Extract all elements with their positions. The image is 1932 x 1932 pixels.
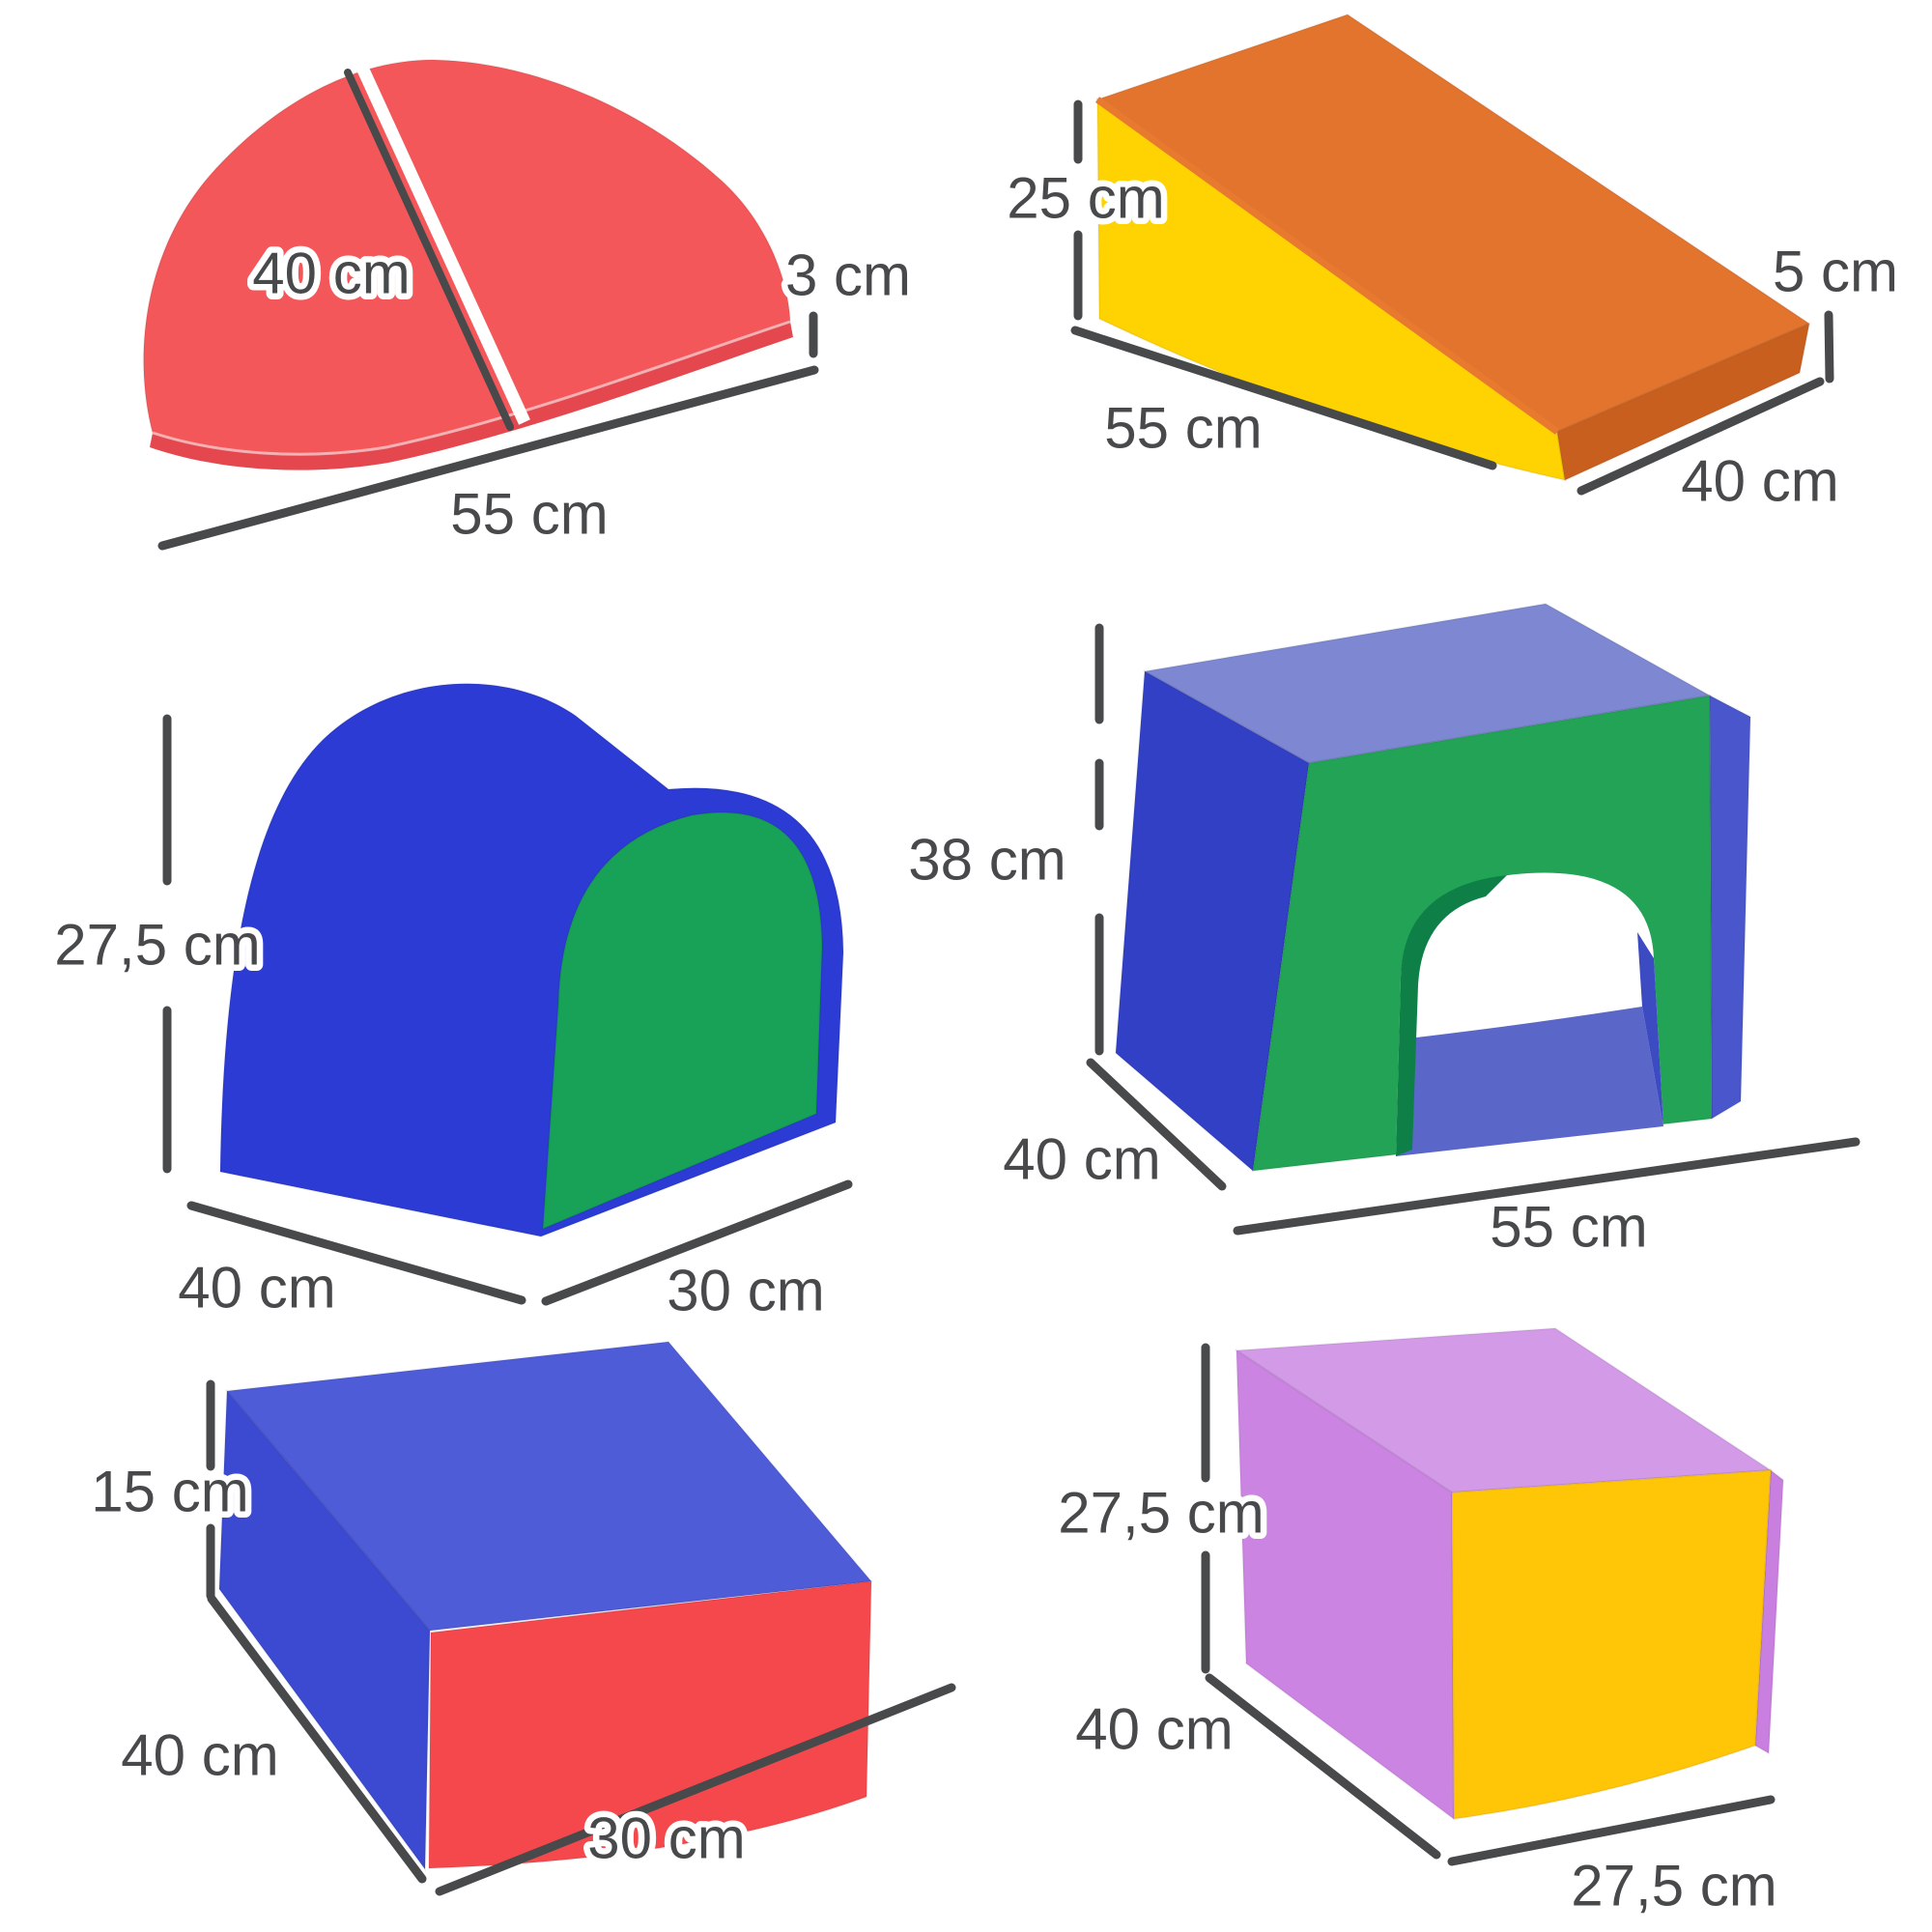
dim-line-width bbox=[1447, 1795, 1776, 1866]
dim-label-length: 55 cm bbox=[1104, 396, 1262, 461]
half-disc-face bbox=[142, 58, 792, 456]
dim-tick-edge bbox=[1824, 310, 1834, 384]
block-tunnel-cube: 38 cm 40 cm 55 cm bbox=[902, 602, 1861, 1265]
dim-line-width bbox=[541, 1179, 853, 1306]
split-line-highlight bbox=[356, 65, 530, 425]
dim-line-depth bbox=[186, 1201, 526, 1305]
dim-label-depth: 40 cm bbox=[1075, 1697, 1233, 1762]
dim-label-thickness: 3 cm bbox=[785, 243, 911, 308]
dim-line-diameter bbox=[344, 69, 514, 431]
dim-label-height: 38 cm bbox=[908, 828, 1065, 893]
tunnel-left-lip bbox=[1396, 875, 1507, 1156]
tunnel-floor bbox=[1396, 1007, 1663, 1156]
dim-label-height: 25 cm bbox=[1007, 166, 1164, 231]
step-side-face bbox=[217, 1388, 432, 1872]
dim-line-width bbox=[435, 1683, 956, 1896]
dim-line-length bbox=[1070, 326, 1497, 470]
half-disc-edge bbox=[150, 322, 793, 470]
block-incline-ramp: 25 cm 55 cm 5 cm 40 cm bbox=[1001, 13, 1905, 520]
dim-label-depth: 40 cm bbox=[178, 1256, 335, 1321]
block-half-cylinder: 27,5 cm 40 cm 30 cm bbox=[48, 682, 853, 1329]
cube-right-sliver bbox=[1708, 694, 1752, 1121]
arch-end-face bbox=[541, 811, 824, 1231]
dim-line-depth bbox=[1205, 1673, 1441, 1860]
dim-label-depth: 40 cm bbox=[1681, 449, 1838, 514]
dim-label-diameter: 40 cm bbox=[252, 242, 410, 306]
dim-label-height: 27,5 cm bbox=[1058, 1481, 1264, 1546]
block-semicircle-pad: 40 cm 3 cm 55 cm bbox=[142, 58, 918, 553]
dim-label-width: 27,5 cm bbox=[1571, 1854, 1776, 1918]
dim-line-length bbox=[207, 1594, 427, 1884]
wedge-end-face bbox=[1555, 322, 1811, 482]
dim-label-width: 55 cm bbox=[1490, 1195, 1647, 1260]
dim-label-length: 40 cm bbox=[121, 1723, 278, 1788]
dim-label-edge: 5 cm bbox=[1773, 240, 1898, 304]
half-disc-stitch-seam bbox=[152, 320, 791, 456]
dim-label-height: 27,5 cm bbox=[54, 913, 260, 978]
dim-label-depth: 40 cm bbox=[1003, 1127, 1160, 1192]
dim-label-width: 30 cm bbox=[587, 1806, 745, 1871]
dim-line-width bbox=[1233, 1137, 1861, 1236]
dim-label-height: 15 cm bbox=[91, 1460, 248, 1524]
dim-line-width bbox=[157, 365, 819, 551]
block-cube: 27,5 cm 40 cm 27,5 cm bbox=[1052, 1326, 1785, 1924]
tunnel-right-wall bbox=[1637, 932, 1663, 1126]
dim-line-depth bbox=[1577, 377, 1825, 496]
cube6-front-face bbox=[1450, 1468, 1773, 1821]
block-step: 15 cm 40 cm 30 cm bbox=[85, 1340, 956, 1896]
step-end-face bbox=[427, 1579, 873, 1870]
wedge-hypotenuse-trim bbox=[1094, 97, 1560, 435]
dim-label-width: 55 cm bbox=[450, 482, 608, 547]
dim-label-width: 30 cm bbox=[667, 1259, 824, 1323]
cube6-right-sliver bbox=[1753, 1468, 1785, 1755]
dim-line-depth bbox=[1086, 1058, 1227, 1191]
